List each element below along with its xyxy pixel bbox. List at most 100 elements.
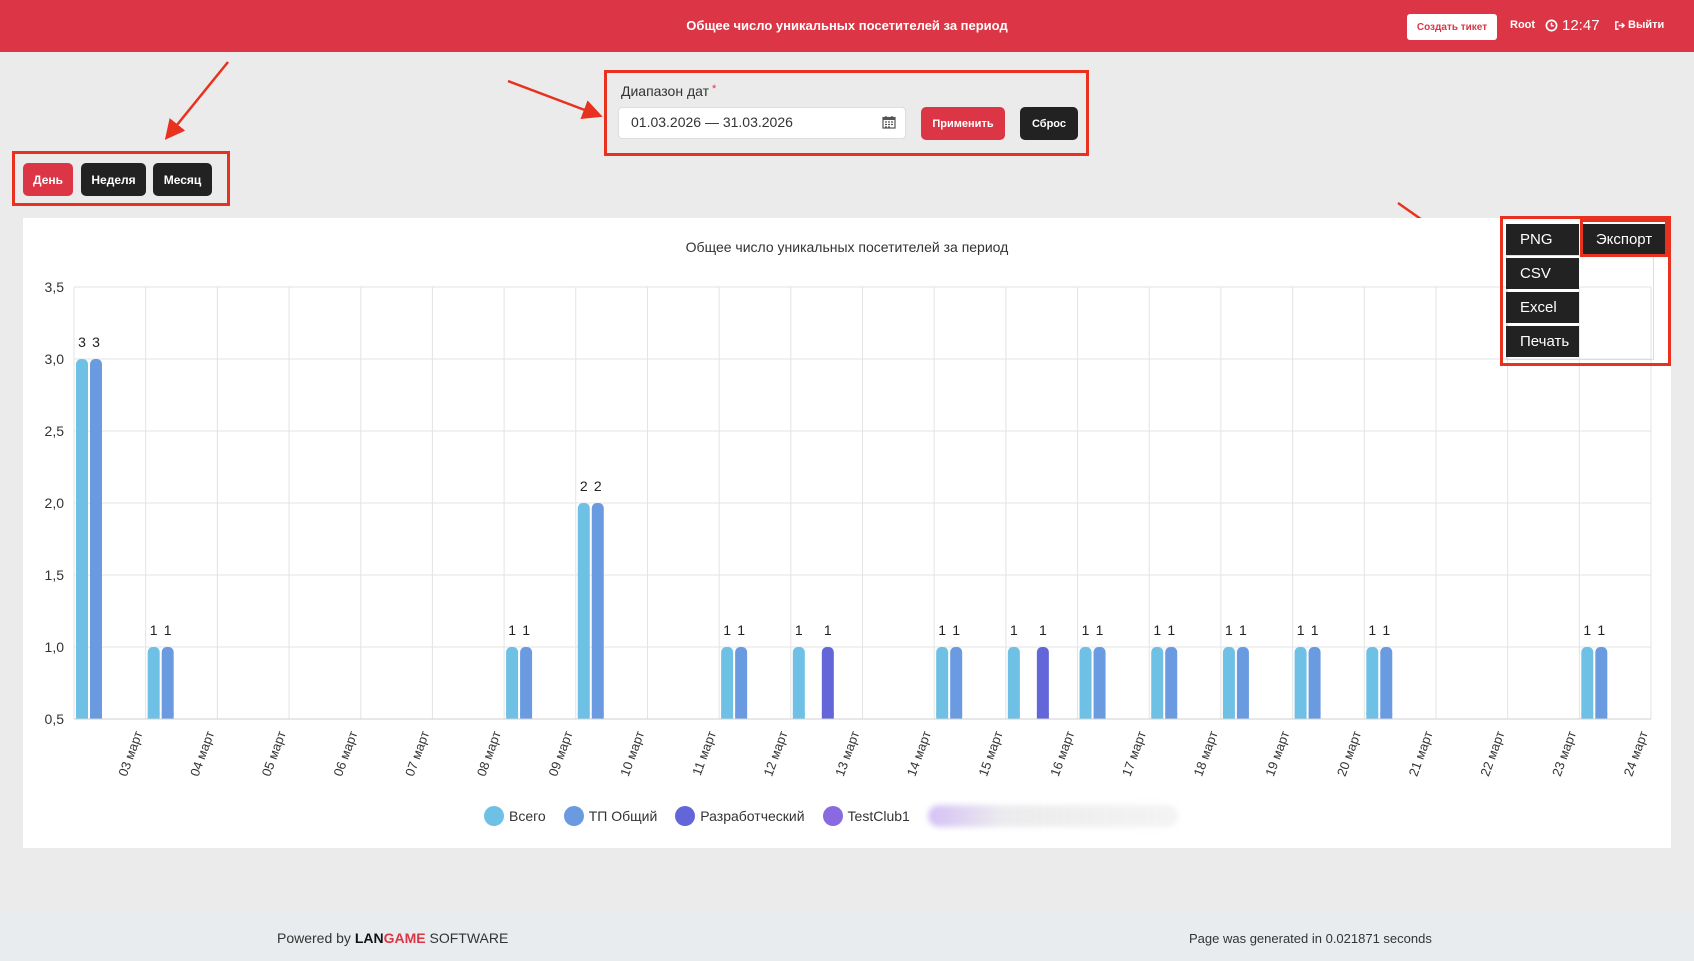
- logout-label: Выйти: [1628, 19, 1665, 31]
- bar[interactable]: [735, 647, 748, 719]
- bar-base: [1222, 713, 1235, 719]
- week-button[interactable]: Неделя: [81, 163, 146, 196]
- bar[interactable]: [950, 647, 963, 719]
- powered-by: Powered by LANGAME SOFTWARE: [277, 930, 509, 946]
- bar[interactable]: [1165, 647, 1178, 719]
- bar[interactable]: [792, 647, 805, 719]
- clock-time: 12:47: [1562, 17, 1600, 34]
- x-tick-label: 20 март: [1334, 729, 1364, 778]
- export-excel-button[interactable]: Excel: [1506, 292, 1579, 323]
- bar[interactable]: [161, 647, 174, 719]
- x-tick-label: 09 март: [545, 729, 575, 778]
- bar[interactable]: [1222, 647, 1235, 719]
- bar[interactable]: [721, 647, 734, 719]
- bar-base: [591, 713, 604, 719]
- x-tick-label: 15 март: [975, 729, 1005, 778]
- legend-item-tp-obshchiy[interactable]: ТП Общий: [563, 806, 657, 826]
- chart-legend: Всего ТП Общий Разработческий TestClub1: [484, 805, 1178, 827]
- bar[interactable]: [506, 647, 519, 719]
- bar-value-label: 1: [1225, 622, 1233, 638]
- x-tick-label: 05 март: [259, 729, 289, 778]
- x-tick-label: 18 март: [1191, 729, 1221, 778]
- bar[interactable]: [76, 359, 88, 719]
- period-highlight: [12, 151, 230, 206]
- calendar-icon[interactable]: [882, 115, 896, 129]
- bar-base: [1595, 713, 1608, 719]
- x-tick-label: 24 март: [1621, 729, 1651, 778]
- bar-base: [1165, 713, 1178, 719]
- apply-button[interactable]: Применить: [921, 107, 1005, 140]
- x-tick-label: 12 март: [760, 729, 790, 778]
- bar[interactable]: [1151, 647, 1164, 719]
- bar[interactable]: [1595, 647, 1608, 719]
- bar-value-label: 1: [522, 622, 530, 638]
- bar[interactable]: [520, 647, 533, 719]
- create-ticket-button[interactable]: Создать тикет: [1407, 14, 1497, 40]
- bar[interactable]: [90, 359, 102, 719]
- bar-base: [90, 713, 102, 719]
- month-button[interactable]: Месяц: [153, 163, 212, 196]
- legend-item-razrabotcheskiy[interactable]: Разработческий: [675, 806, 805, 826]
- bar[interactable]: [1308, 647, 1321, 719]
- export-csv-button[interactable]: CSV: [1506, 258, 1579, 289]
- bar-base: [1308, 713, 1321, 719]
- legend-item-vsego[interactable]: Всего: [484, 806, 546, 826]
- x-tick-label: 04 март: [187, 729, 217, 778]
- bar[interactable]: [1581, 647, 1594, 719]
- export-print-button[interactable]: Печать: [1506, 326, 1579, 357]
- bar[interactable]: [591, 503, 604, 719]
- bar[interactable]: [1236, 647, 1249, 719]
- bar[interactable]: [147, 647, 160, 719]
- legend-dot: [675, 806, 696, 826]
- bar[interactable]: [821, 647, 834, 719]
- export-png-button[interactable]: PNG: [1506, 224, 1579, 255]
- legend-item-blurred: [927, 805, 1178, 827]
- bar[interactable]: [1036, 647, 1049, 719]
- bar-base: [721, 713, 734, 719]
- bar-value-label: 2: [580, 478, 588, 494]
- bar-base: [1151, 713, 1164, 719]
- bar[interactable]: [1079, 647, 1092, 719]
- bar[interactable]: [1366, 647, 1379, 719]
- export-button-highlight: [1580, 219, 1668, 257]
- bar[interactable]: [577, 503, 590, 719]
- x-tick-label: 08 март: [474, 729, 504, 778]
- bar[interactable]: [1294, 647, 1307, 719]
- bar-value-label: 1: [737, 622, 745, 638]
- bar-base: [1093, 713, 1106, 719]
- bar-value-label: 1: [164, 622, 172, 638]
- legend-dot: [563, 806, 584, 826]
- bar-base: [147, 713, 160, 719]
- bar-value-label: 1: [723, 622, 731, 638]
- page-title: Общее число уникальных посетителей за пе…: [686, 18, 1008, 33]
- user-name[interactable]: Root: [1510, 19, 1536, 31]
- bar[interactable]: [1007, 647, 1020, 719]
- legend-item-testclub1[interactable]: TestClub1: [822, 806, 910, 826]
- bar-base: [1581, 713, 1594, 719]
- bar-value-label: 3: [78, 334, 86, 350]
- export-button[interactable]: Экспорт: [1583, 224, 1665, 255]
- bar-value-label: 1: [1382, 622, 1390, 638]
- bar-base: [950, 713, 963, 719]
- bar[interactable]: [1093, 647, 1106, 719]
- reset-button[interactable]: Сброс: [1020, 107, 1078, 140]
- y-tick-label: 0,5: [45, 711, 65, 727]
- x-tick-label: 06 март: [330, 729, 360, 778]
- daterange-input[interactable]: 01.03.2026 — 31.03.2026: [618, 107, 906, 139]
- x-tick-label: 21 март: [1406, 729, 1436, 778]
- bar-value-label: 2: [594, 478, 602, 494]
- bar[interactable]: [1380, 647, 1393, 719]
- bar-base: [1079, 713, 1092, 719]
- bar-value-label: 1: [938, 622, 946, 638]
- y-tick-label: 2,0: [45, 495, 65, 511]
- y-tick-label: 3,0: [45, 351, 65, 367]
- bar-value-label: 3: [92, 334, 100, 350]
- logout-link[interactable]: Выйти: [1614, 19, 1664, 31]
- bar[interactable]: [936, 647, 949, 719]
- legend-label: TestClub1: [847, 808, 910, 824]
- day-button[interactable]: День: [23, 163, 73, 196]
- bar-base: [1007, 713, 1020, 719]
- x-tick-label: 22 март: [1477, 729, 1507, 778]
- x-tick-label: 07 март: [402, 729, 432, 778]
